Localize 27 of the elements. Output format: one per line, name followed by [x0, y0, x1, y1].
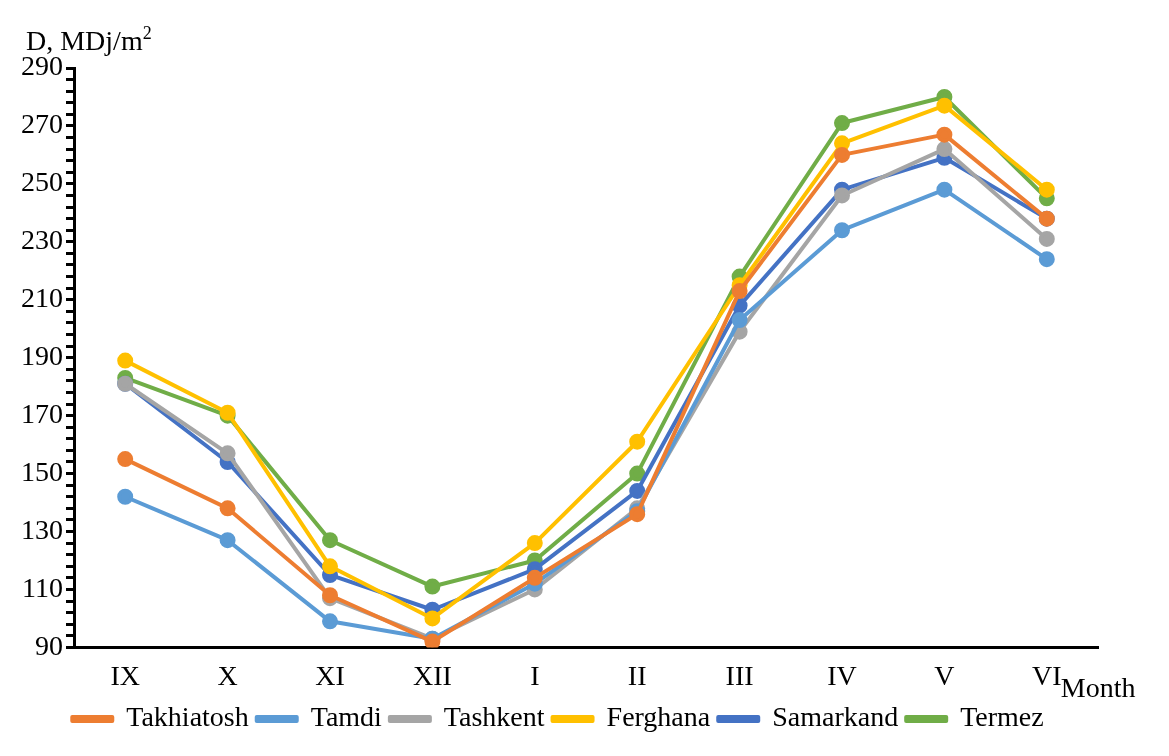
- x-axis-title: Month: [1060, 672, 1136, 704]
- y-tick-label: 210: [21, 282, 63, 314]
- y-tick-label: 250: [21, 166, 63, 198]
- x-tick-label: IV: [827, 659, 857, 691]
- y-tick-label: 150: [21, 455, 63, 487]
- legend-label: Takhiatosh: [126, 701, 249, 733]
- y-tick-label: 130: [21, 513, 63, 545]
- x-tick-label: XI: [315, 659, 345, 691]
- legend-label: Samarkand: [772, 701, 899, 733]
- y-tick-label: 190: [21, 340, 63, 372]
- x-tick-label: II: [627, 659, 647, 691]
- legend-label: Tashkent: [443, 701, 545, 733]
- x-tick-label: VI: [1032, 659, 1062, 691]
- x-tick-label: III: [725, 659, 754, 691]
- x-tick-label: X: [217, 659, 238, 691]
- x-tick-label: I: [530, 659, 540, 691]
- y-tick-label: 110: [22, 571, 63, 603]
- y-tick-label: 270: [21, 108, 63, 140]
- legend-label: Termez: [960, 701, 1044, 733]
- x-tick-label: XII: [412, 659, 452, 691]
- y-tick-label: 170: [21, 398, 63, 429]
- x-tick-label: V: [934, 659, 955, 691]
- legend-label: Tamdi: [310, 701, 383, 733]
- legend-label: Ferghana: [606, 701, 711, 733]
- y-tick-label: 230: [21, 224, 63, 256]
- x-tick-label: IX: [110, 659, 140, 691]
- y-tick-label: 90: [35, 629, 63, 661]
